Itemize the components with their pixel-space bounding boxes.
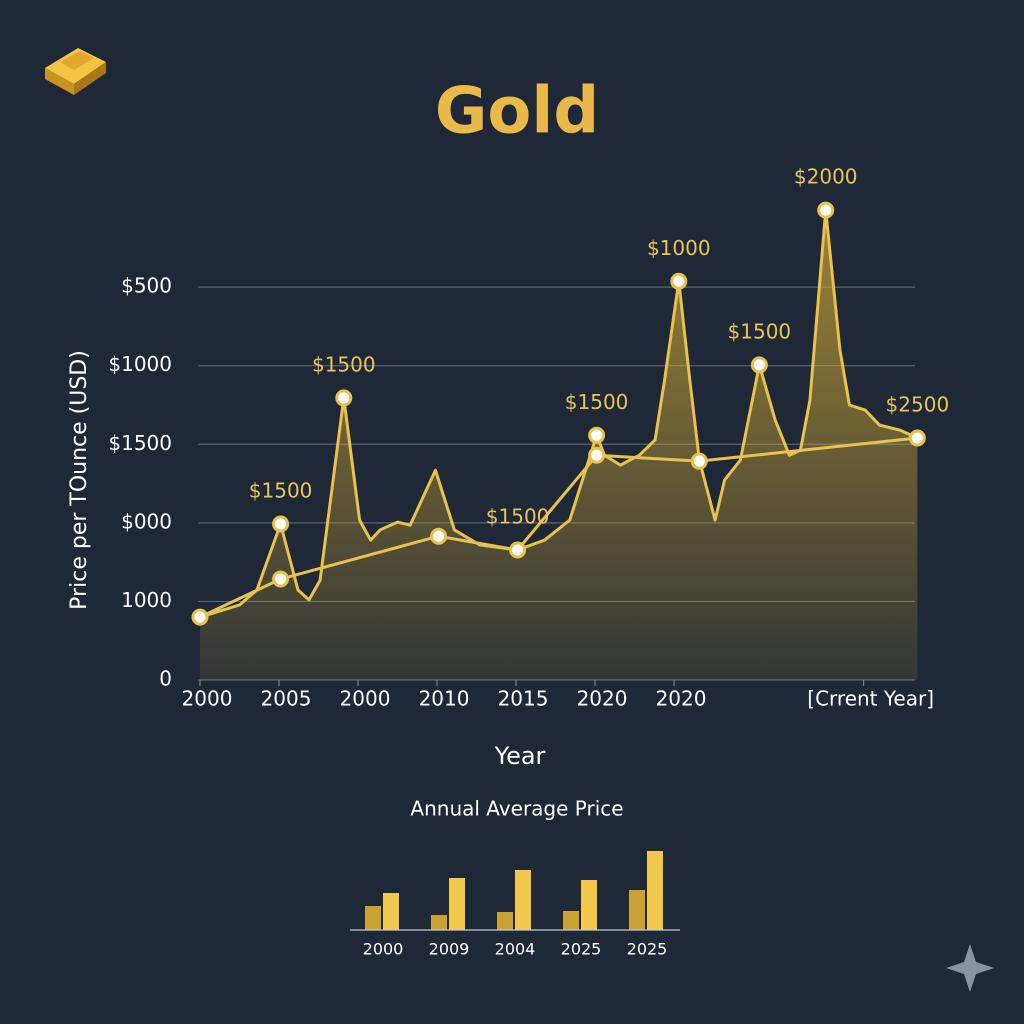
point bbox=[430, 527, 448, 545]
bar bbox=[431, 915, 447, 930]
point bbox=[191, 608, 209, 626]
x-tick-label: 2000 bbox=[340, 687, 391, 711]
point bbox=[509, 541, 527, 559]
area bbox=[200, 210, 918, 680]
x-tick-label: 2025 bbox=[561, 940, 602, 959]
bar bbox=[497, 912, 513, 930]
annotation: $1500 bbox=[312, 352, 376, 376]
x-tick-label: 2020 bbox=[656, 687, 707, 711]
bar bbox=[629, 890, 645, 930]
x-tick-label: 2000 bbox=[363, 940, 404, 959]
point bbox=[588, 446, 606, 464]
annotation: $1500 bbox=[565, 390, 629, 414]
y-tick-label: $500 bbox=[121, 274, 172, 298]
x-tick-label: 2005 bbox=[261, 687, 312, 711]
point bbox=[750, 356, 768, 374]
point bbox=[272, 570, 290, 588]
mini-chart-title: Annual Average Price bbox=[410, 797, 623, 821]
point bbox=[908, 429, 926, 447]
y-tick-label: $000 bbox=[121, 509, 172, 533]
bar bbox=[647, 851, 663, 930]
point bbox=[670, 272, 688, 290]
point bbox=[588, 426, 606, 444]
y-tick-label: 0 bbox=[159, 667, 172, 691]
x-tick-label: 2004 bbox=[495, 940, 536, 959]
x-tick-label: 2000 bbox=[182, 687, 233, 711]
bar bbox=[581, 880, 597, 930]
x-tick-label: 2020 bbox=[577, 687, 628, 711]
line bbox=[199, 208, 918, 619]
bar bbox=[515, 870, 531, 930]
point bbox=[272, 515, 290, 533]
chart-title: Gold bbox=[435, 75, 599, 149]
bar bbox=[449, 878, 465, 930]
bar bbox=[383, 893, 399, 930]
x-tick-label: 2015 bbox=[498, 687, 549, 711]
annotation: $2000 bbox=[794, 165, 858, 189]
point bbox=[817, 201, 835, 219]
annotation: $1000 bbox=[647, 236, 711, 260]
bar bbox=[563, 911, 579, 930]
bar bbox=[365, 906, 381, 930]
annotation: $2500 bbox=[886, 393, 950, 417]
y-tick-label: 1000 bbox=[121, 588, 172, 612]
annotation: $1500 bbox=[728, 319, 792, 343]
sparkle-icon bbox=[946, 944, 994, 992]
x-tick-label: [Crrent Year] bbox=[807, 687, 934, 711]
x-tick-label: 2009 bbox=[429, 940, 470, 959]
annotation: $1500 bbox=[486, 504, 550, 528]
y-tick-label: $1000 bbox=[108, 352, 172, 376]
point bbox=[335, 389, 353, 407]
x-tick-label: 2025 bbox=[627, 940, 668, 959]
y-tick-label: $1500 bbox=[108, 431, 172, 455]
gold-icon bbox=[45, 48, 106, 95]
y-axis-label: Price per TOunce (USD) bbox=[67, 350, 92, 610]
annotation: $1500 bbox=[249, 479, 313, 503]
x-tick-label: 2010 bbox=[419, 687, 470, 711]
point bbox=[690, 452, 708, 470]
x-axis-label: Year bbox=[494, 742, 546, 770]
